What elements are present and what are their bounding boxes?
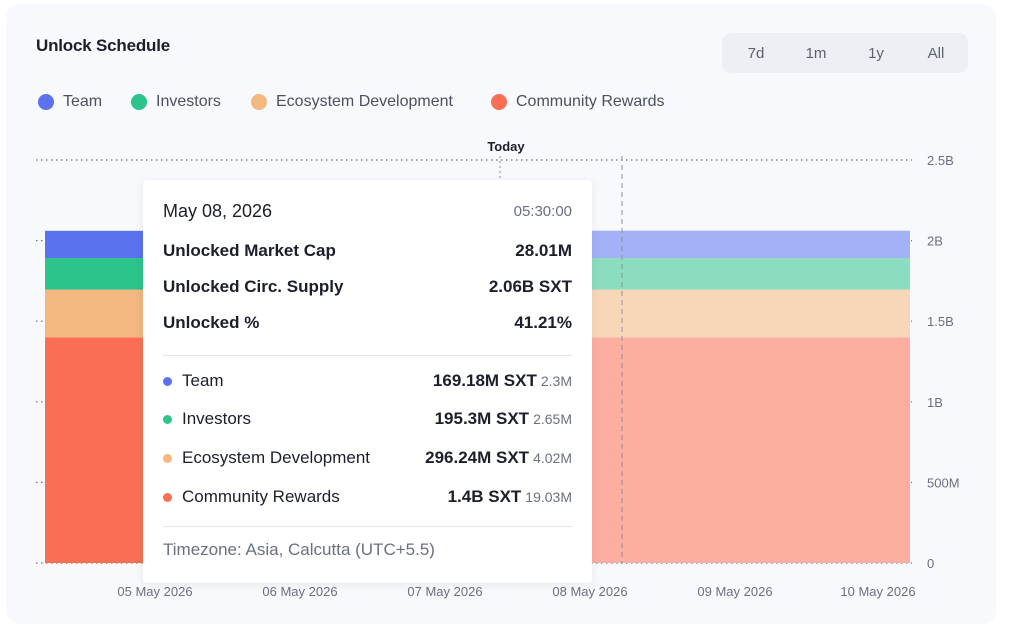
tooltip-stat-row: Unlocked Market Cap 28.01M [163, 241, 572, 265]
allocation-dot-community-rewards [163, 493, 172, 502]
allocation-dot-ecosystem-development [163, 454, 172, 463]
tooltip-allocation-row: Ecosystem Development 296.24M SXT 4.02M [163, 448, 572, 472]
legend-label: Team [63, 93, 103, 110]
allocation-change: 4.02M [533, 450, 572, 466]
y-tick-label: 2B [927, 234, 943, 249]
tooltip-date: May 08, 2026 [163, 201, 273, 221]
allocation-change: 19.03M [525, 489, 572, 505]
legend-label: Community Rewards [516, 93, 665, 110]
tooltip-stat-row: Unlocked Circ. Supply 2.06B SXT [163, 277, 572, 301]
y-tick-label: 0 [927, 556, 934, 571]
y-tick-label: 2.5B [927, 153, 954, 168]
range-all-button[interactable]: All [906, 37, 966, 69]
allocation-dot-investors [163, 415, 172, 424]
x-tick-label: 05 May 2026 [117, 584, 192, 599]
y-tick-label: 500M [927, 475, 960, 490]
range-1m-button[interactable]: 1m [786, 37, 846, 69]
tooltip-divider [163, 526, 572, 527]
allocation-change: 2.3M [540, 373, 572, 389]
allocation-label: Investors [182, 409, 251, 428]
y-axis-ticks: 0 500M 1B 1.5B 2B 2.5B [927, 153, 960, 571]
legend-dot-investors [131, 94, 147, 110]
range-1y-button[interactable]: 1y [846, 37, 906, 69]
allocation-amount: 195.3M SXT [434, 409, 530, 428]
stat-value: 41.21% [514, 313, 572, 332]
stat-value: 2.06B SXT [488, 277, 572, 296]
y-tick-label: 1.5B [927, 314, 954, 329]
stat-label: Unlocked Circ. Supply [163, 277, 344, 296]
legend-dot-community-rewards [491, 94, 507, 110]
x-axis-ticks: 05 May 2026 06 May 2026 07 May 2026 08 May … [117, 584, 915, 599]
tooltip-allocation-row: Community Rewards 1.4B SXT 19.03M [163, 487, 572, 511]
stat-label: Unlocked % [163, 313, 260, 332]
tooltip-allocation-row: Investors 195.3M SXT 2.65M [163, 409, 572, 433]
tooltip-time: 05:30:00 [513, 203, 572, 220]
x-tick-label: 09 May 2026 [697, 584, 772, 599]
allocation-amount: 296.24M SXT [425, 448, 530, 467]
chart-tooltip: May 08, 2026 05:30:00 Unlocked Market Ca… [143, 180, 592, 583]
stat-label: Unlocked Market Cap [163, 241, 336, 260]
tooltip-stat-row: Unlocked % 41.21% [163, 313, 572, 337]
legend-label: Investors [156, 93, 221, 110]
allocation-label: Ecosystem Development [182, 448, 371, 467]
x-tick-label: 07 May 2026 [407, 584, 482, 599]
allocation-label: Community Rewards [182, 487, 340, 506]
x-tick-label: 06 May 2026 [262, 584, 337, 599]
allocation-label: Team [182, 371, 224, 390]
stat-value: 28.01M [515, 241, 572, 260]
legend-dot-ecosystem-development [251, 94, 267, 110]
tooltip-divider [163, 355, 572, 356]
tooltip-timezone: Timezone: Asia, Calcutta (UTC+5.5) [163, 540, 435, 559]
allocation-dot-team [163, 377, 172, 386]
today-label: Today [487, 139, 525, 154]
allocation-amount: 1.4B SXT [447, 487, 522, 506]
allocation-amount: 169.18M SXT [432, 371, 537, 390]
y-tick-label: 1B [927, 395, 943, 410]
allocation-change: 2.65M [533, 411, 572, 427]
time-range-selector: 7d 1m 1y All [722, 33, 968, 73]
tooltip-allocation-row: Team 169.18M SXT 2.3M [163, 371, 572, 395]
chart-title: Unlock Schedule [36, 36, 170, 55]
legend-dot-team [38, 94, 54, 110]
range-7d-button[interactable]: 7d [726, 37, 786, 69]
legend-label: Ecosystem Development [276, 93, 453, 110]
x-tick-label: 08 May 2026 [552, 584, 627, 599]
x-tick-label: 10 May 2026 [840, 584, 915, 599]
future-overlay [590, 230, 910, 563]
